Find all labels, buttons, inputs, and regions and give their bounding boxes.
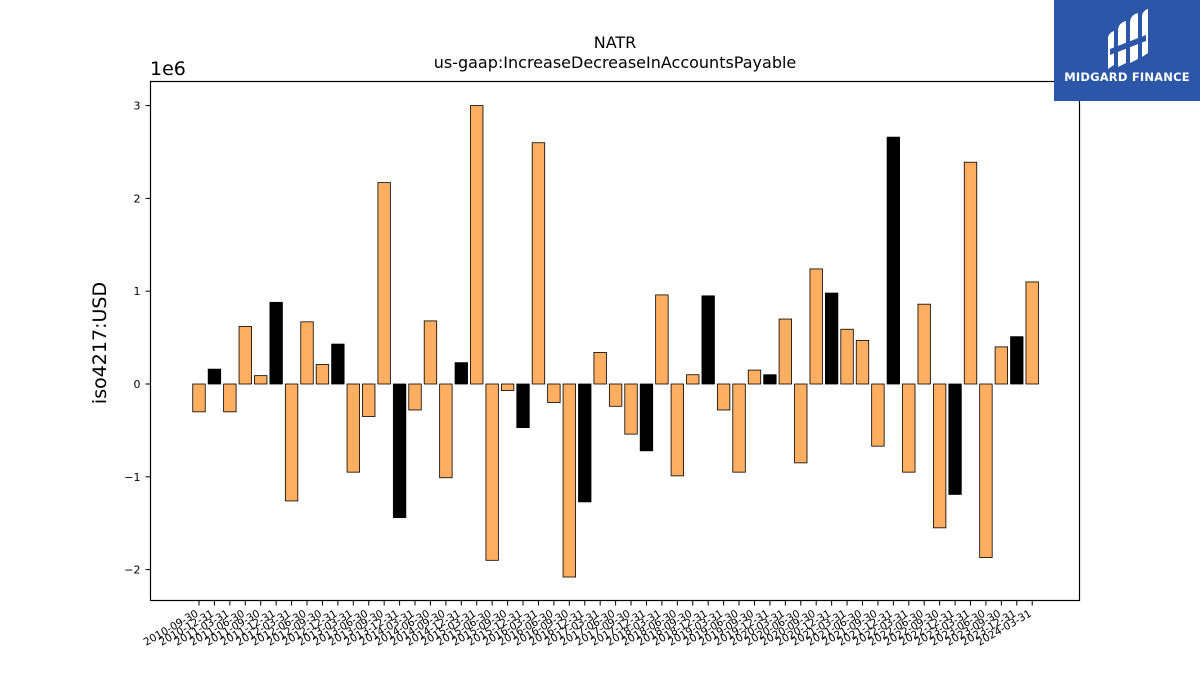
bar-2015-12-31: [516, 383, 530, 429]
bar-2021-09-30: [871, 383, 885, 447]
bar-2022-06-30: [917, 303, 931, 385]
y-axis-ticks: −2 −1 0 1 2 3: [124, 100, 151, 577]
bar-2014-12-31: [454, 362, 468, 385]
bar-2023-03-31: [963, 161, 978, 385]
bar-2020-12-31: [824, 292, 839, 385]
bar-2017-12-31: [639, 383, 654, 452]
bar-2011-03-31: [223, 383, 237, 413]
y-tick-label: 3: [134, 100, 141, 113]
bar-2014-03-31: [408, 383, 422, 411]
bar-2019-09-30: [747, 369, 762, 385]
bar-2016-09-30: [562, 383, 576, 578]
bar-2014-06-30: [423, 320, 438, 385]
bar-2012-09-30: [315, 364, 330, 385]
bar-2019-06-30: [732, 383, 746, 473]
chart-subtitle: us-gaap:IncreaseDecreaseInAccountsPayabl…: [434, 53, 797, 72]
bar-2016-03-31: [531, 142, 546, 385]
bar-2023-09-30: [994, 346, 1009, 385]
bar-2021-03-31: [840, 328, 854, 385]
bar-2023-06-30: [979, 383, 993, 558]
bar-2022-03-31: [902, 383, 916, 473]
x-axis-ticks: 2010-09-302010-12-312011-03-312011-06-30…: [142, 600, 1034, 649]
bar-2010-12-31: [207, 368, 222, 385]
bar-2016-06-30: [547, 383, 561, 403]
bar-2021-06-30: [855, 339, 870, 385]
plot-frame: [149, 80, 1081, 602]
bars-group: [192, 105, 1039, 578]
bar-2018-06-30: [670, 383, 684, 477]
bar-2011-09-30: [254, 375, 268, 385]
bar-2021-12-31: [886, 136, 900, 385]
bar-2024-03-31: [1025, 281, 1039, 385]
bar-2019-12-31: [763, 374, 777, 385]
bar-2017-03-31: [593, 352, 607, 385]
bar-2014-09-30: [439, 383, 453, 479]
bar-2012-03-31: [284, 383, 299, 502]
brand-logo: MIDGARD FINANCE: [1054, 0, 1200, 101]
bar-2018-03-31: [655, 294, 669, 385]
y-tick-label: −1: [124, 471, 140, 484]
bar-2022-09-30: [932, 383, 947, 529]
bar-2011-12-31: [269, 301, 283, 385]
y-tick-label: 2: [134, 192, 141, 205]
bar-2016-12-31: [578, 383, 592, 503]
bar-2020-03-31: [778, 318, 792, 385]
bar-2012-06-30: [300, 321, 314, 385]
bar-2017-09-30: [624, 383, 638, 435]
bar-2019-03-31: [716, 383, 731, 411]
midgard-logo-icon: [1108, 9, 1148, 69]
bar-2013-03-31: [346, 383, 360, 473]
logo-text: MIDGARD FINANCE: [1064, 70, 1190, 84]
bar-2013-06-30: [362, 383, 376, 417]
bar-2012-12-31: [331, 343, 345, 385]
y-tick-label: 0: [134, 378, 141, 391]
bar-2018-09-30: [686, 374, 700, 385]
bar-2018-12-31: [701, 295, 715, 385]
chart-title: NATR: [594, 33, 637, 52]
bar-2013-09-30: [377, 182, 391, 385]
bar-2020-09-30: [809, 268, 823, 385]
bar-2020-06-30: [794, 383, 808, 464]
bar-2011-06-30: [238, 326, 252, 385]
bar-2015-09-30: [500, 383, 515, 391]
y-axis-offset-label: 1e6: [150, 58, 186, 80]
bar-2015-03-31: [470, 105, 484, 385]
bar-2013-12-31: [392, 383, 407, 519]
bar-2022-12-31: [948, 383, 962, 495]
y-tick-label: −2: [124, 564, 140, 577]
bar-2017-06-30: [608, 383, 623, 407]
y-axis-label: iso4217:USD: [89, 282, 111, 404]
bar-2015-06-30: [485, 383, 499, 561]
y-tick-label: 1: [134, 285, 141, 298]
bar-2010-09-30: [192, 383, 206, 413]
bar-2023-12-31: [1010, 336, 1024, 385]
